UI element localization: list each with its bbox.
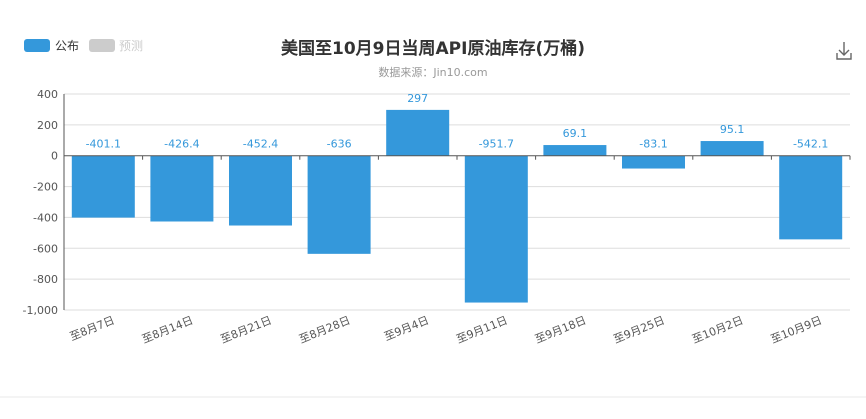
x-category-label: 至8月21日: [219, 314, 274, 346]
x-category-label: 至10月2日: [690, 314, 745, 346]
data-label: -542.1: [793, 138, 828, 151]
legend-label-published: 公布: [55, 39, 79, 53]
bar[interactable]: [464, 155, 528, 303]
bar[interactable]: [229, 155, 292, 226]
download-icon[interactable]: [836, 42, 852, 60]
legend-swatch-published: [24, 39, 50, 52]
data-label: 95.1: [720, 123, 745, 136]
legend-swatch-forecast: [89, 39, 115, 52]
y-tick-label: -1,000: [23, 304, 58, 317]
bar[interactable]: [150, 155, 214, 222]
bar[interactable]: [543, 145, 607, 156]
x-category-label: 至8月14日: [140, 314, 195, 346]
data-label: -951.7: [479, 138, 514, 151]
y-tick-label: -400: [33, 211, 58, 224]
x-category-label: 至9月25日: [612, 314, 667, 346]
data-label: -401.1: [86, 138, 121, 151]
data-label: 69.1: [563, 127, 588, 140]
x-category-label: 至9月4日: [382, 314, 430, 344]
y-tick-label: -200: [33, 181, 58, 194]
bar[interactable]: [71, 155, 135, 218]
bar[interactable]: [700, 141, 764, 156]
x-category-label: 至10月9日: [769, 314, 824, 346]
data-label: -452.4: [243, 138, 278, 151]
x-category-label: 至8月28日: [297, 314, 352, 346]
legend[interactable]: 公布 预测: [24, 39, 143, 53]
data-label: -636: [327, 138, 352, 151]
legend-item-published[interactable]: 公布: [24, 39, 79, 53]
data-label: 297: [407, 92, 428, 105]
data-label: -426.4: [164, 138, 199, 151]
data-label: -83.1: [639, 138, 667, 151]
plot-area: 400 200 0 -200 -400 -600 -800 -1,000 -401.1 至8月7日…: [23, 88, 851, 346]
chart-title: 美国至10月9日当周API原油库存(万桶): [281, 38, 585, 59]
bar[interactable]: [622, 155, 685, 169]
y-tick-label: -800: [33, 273, 58, 286]
bar[interactable]: [307, 155, 371, 254]
y-tick-label: 200: [37, 119, 58, 132]
chart-subtitle: 数据来源：Jin10.com: [378, 65, 487, 79]
bar[interactable]: [779, 155, 843, 240]
bar[interactable]: [386, 109, 450, 156]
legend-item-forecast[interactable]: 预测: [89, 39, 143, 53]
x-category-label: 至9月18日: [533, 314, 588, 346]
x-category-label: 至9月11日: [454, 314, 509, 346]
y-tick-label: 0: [51, 150, 58, 163]
x-category-label: 至8月7日: [68, 314, 116, 344]
legend-label-forecast: 预测: [119, 39, 143, 53]
y-tick-label: -600: [33, 242, 58, 255]
y-tick-label: 400: [37, 88, 58, 101]
